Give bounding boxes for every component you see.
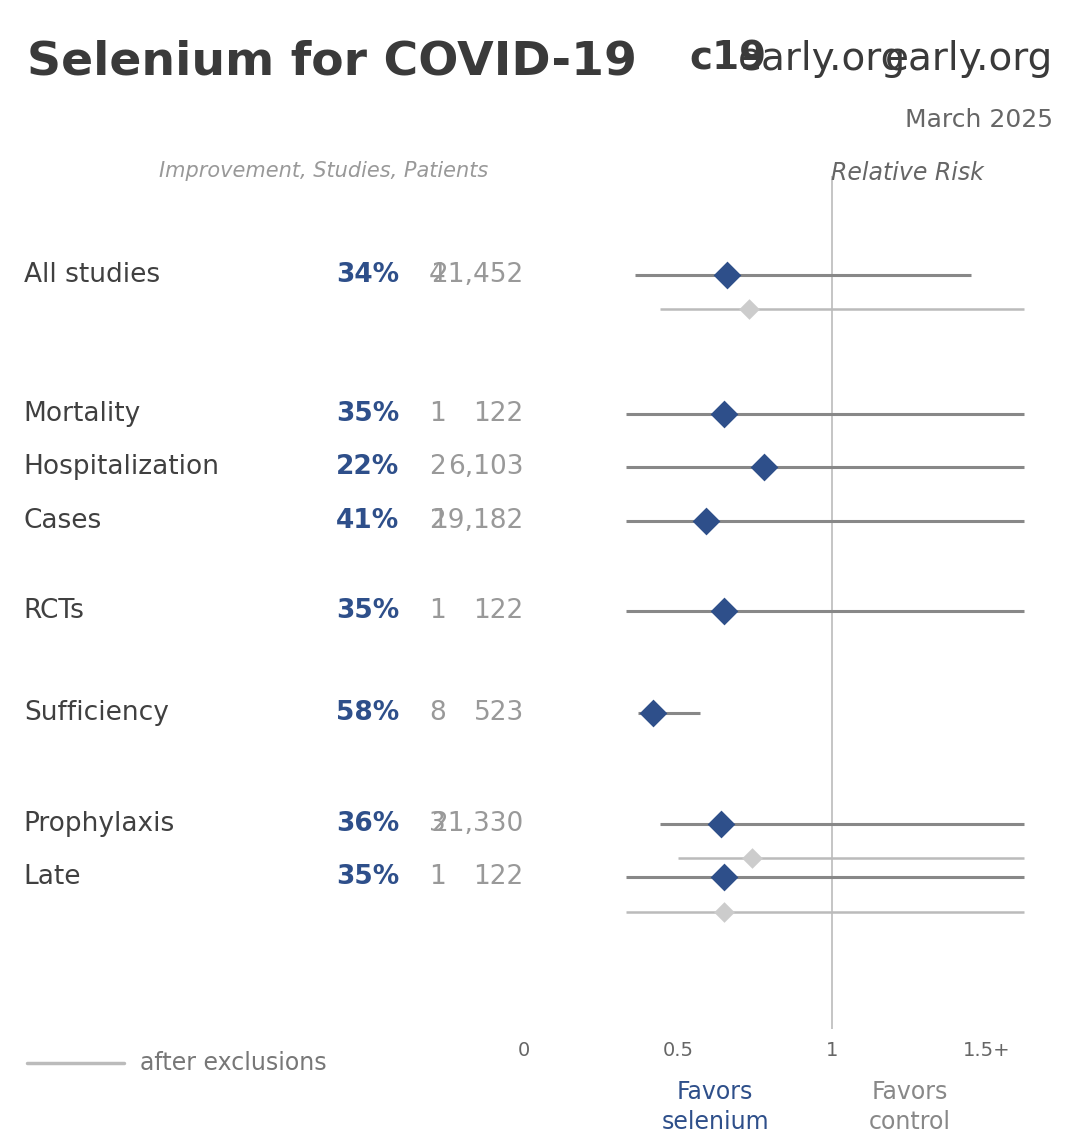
Text: Late: Late [24, 864, 81, 890]
Text: 22%: 22% [336, 455, 400, 480]
Text: 35%: 35% [336, 401, 400, 428]
Text: 19,182: 19,182 [432, 507, 524, 533]
Text: March 2025: March 2025 [905, 108, 1053, 132]
Point [756, 458, 773, 476]
Point [698, 512, 715, 530]
Text: Favors
control: Favors control [868, 1080, 950, 1134]
Point [645, 704, 662, 722]
Text: Sufficiency: Sufficiency [24, 700, 168, 727]
Text: 34%: 34% [337, 262, 400, 288]
Text: 21,452: 21,452 [432, 262, 524, 288]
Text: c19: c19 [689, 40, 766, 77]
Point [716, 869, 733, 887]
Text: 2: 2 [429, 455, 446, 480]
Point [716, 903, 733, 921]
Text: 58%: 58% [336, 700, 400, 727]
Text: 41%: 41% [336, 507, 400, 533]
Text: Improvement, Studies, Patients: Improvement, Studies, Patients [160, 161, 488, 182]
Text: All studies: All studies [24, 262, 160, 288]
Text: 36%: 36% [336, 811, 400, 837]
Point [719, 266, 737, 284]
Text: Relative Risk: Relative Risk [831, 161, 984, 185]
Text: 21,330: 21,330 [432, 811, 524, 837]
Text: Cases: Cases [24, 507, 102, 533]
Text: 2: 2 [429, 507, 446, 533]
Text: 1: 1 [429, 864, 446, 890]
Text: Mortality: Mortality [24, 401, 141, 428]
Text: Selenium for COVID-19: Selenium for COVID-19 [27, 40, 637, 85]
Text: 4: 4 [429, 262, 446, 288]
Text: RCTs: RCTs [24, 598, 84, 624]
Text: 6,103: 6,103 [448, 455, 524, 480]
Text: 35%: 35% [336, 598, 400, 624]
Text: 523: 523 [473, 700, 524, 727]
Text: 1: 1 [429, 598, 446, 624]
Text: after exclusions: after exclusions [140, 1051, 327, 1076]
Text: early.org: early.org [885, 40, 1053, 77]
Text: 8: 8 [429, 700, 446, 727]
Text: 122: 122 [473, 864, 524, 890]
Point [716, 601, 733, 620]
Point [743, 849, 760, 868]
Text: Hospitalization: Hospitalization [24, 455, 219, 480]
Point [713, 815, 730, 833]
Text: 3: 3 [429, 811, 446, 837]
Text: Favors
selenium: Favors selenium [661, 1080, 769, 1134]
Text: early.org: early.org [738, 40, 906, 77]
Text: Prophylaxis: Prophylaxis [24, 811, 175, 837]
Point [716, 405, 733, 423]
Point [741, 300, 758, 318]
Text: 1: 1 [429, 401, 446, 428]
Text: 122: 122 [473, 401, 524, 428]
Text: 35%: 35% [336, 864, 400, 890]
Text: 122: 122 [473, 598, 524, 624]
